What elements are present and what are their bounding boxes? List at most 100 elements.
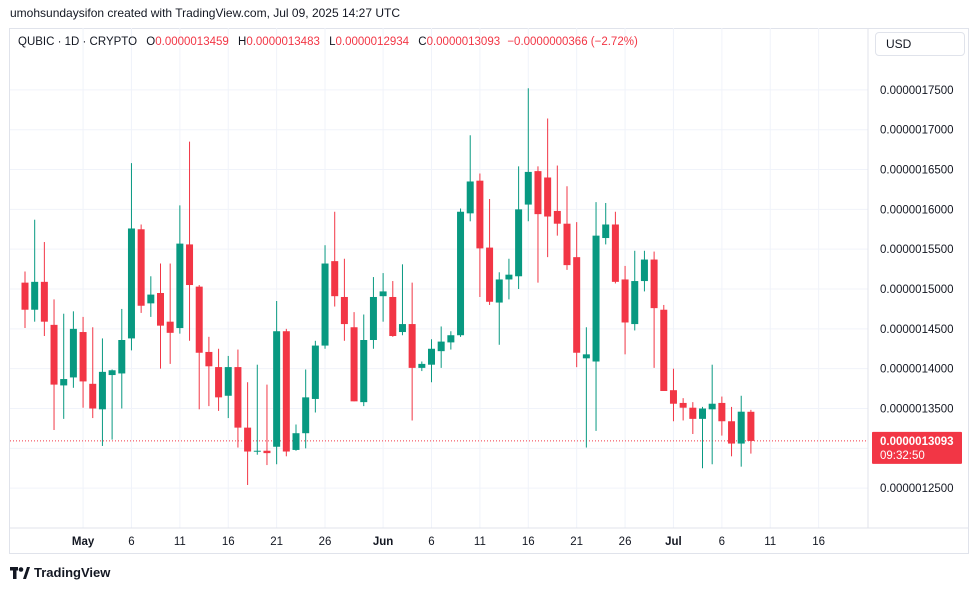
candle-body: [108, 370, 116, 376]
candle-body: [215, 367, 223, 398]
legend-close-value: 0.0000013093: [426, 36, 501, 48]
candle-up: [253, 364, 261, 455]
candle-down: [186, 141, 194, 341]
candle-down: [476, 173, 484, 297]
tradingview-logo-text: TradingView: [34, 565, 111, 580]
candle-up: [321, 245, 329, 349]
legend-open-label: O: [146, 36, 156, 48]
x-tick-label: 11: [174, 536, 186, 548]
candle-body: [466, 181, 474, 214]
candle-body: [515, 209, 523, 277]
candle-body: [234, 367, 242, 428]
candle-up: [466, 135, 474, 222]
candle-down: [89, 327, 97, 419]
candle-up: [631, 250, 639, 331]
x-tick-label: 16: [222, 536, 235, 548]
x-tick-label: 26: [319, 536, 332, 548]
price-tag: 0.0000013093 09:32:50: [872, 431, 962, 464]
candle-down: [263, 384, 271, 466]
candle-body: [457, 211, 465, 336]
candle-body: [582, 354, 590, 359]
candle-up: [147, 276, 155, 317]
legend-high-value: 0.0000013483: [246, 36, 320, 48]
candle-up: [418, 361, 426, 372]
candle-body: [592, 235, 600, 362]
price-tag-price: 0.0000013093: [880, 436, 954, 448]
candle-body: [708, 403, 716, 410]
candle-body: [660, 309, 668, 391]
candle-body: [495, 279, 503, 303]
candle-down: [718, 396, 726, 436]
currency-selector[interactable]: USD: [875, 32, 965, 56]
candle-body: [486, 247, 494, 302]
candle-down: [350, 312, 358, 402]
candle-up: [311, 340, 319, 413]
candle-body: [631, 281, 639, 325]
candle-down: [544, 118, 552, 258]
candle-body: [621, 279, 629, 323]
candle-body: [747, 411, 755, 441]
candle-body: [418, 363, 426, 368]
candle-body: [699, 408, 706, 419]
candle-down: [534, 166, 542, 283]
candle-up: [273, 300, 281, 465]
candle-body: [534, 171, 542, 215]
candle-down: [50, 299, 58, 431]
candle-body: [360, 340, 368, 403]
y-tick-label: 0.0000016000: [880, 204, 954, 216]
candle-body: [273, 331, 281, 447]
chart-credit: umohsundaysifon created with TradingView…: [10, 6, 400, 20]
candle-body: [602, 224, 610, 239]
candle-body: [176, 243, 184, 329]
candle-down: [21, 271, 29, 329]
price-tag-countdown: 09:32:50: [880, 450, 925, 462]
price-tag-bg: [872, 431, 962, 464]
candle-body: [437, 341, 445, 352]
legend-change-value: −0.0000000366 (−2.72%): [507, 36, 638, 48]
candle-down: [40, 242, 48, 337]
candle-down: [573, 222, 581, 368]
candle-down: [215, 348, 223, 411]
candle-body: [98, 371, 106, 410]
x-tick-label: 26: [619, 536, 632, 548]
x-tick-label: 16: [812, 536, 825, 548]
candle-body: [21, 282, 29, 310]
candle-body: [524, 171, 532, 205]
candle-down: [660, 304, 668, 391]
tradingview-logo[interactable]: TradingView: [10, 565, 110, 580]
candle-body: [147, 294, 155, 304]
candle-down: [650, 251, 658, 368]
candle-body: [573, 257, 581, 353]
candle-body: [563, 223, 571, 266]
candle-body: [186, 244, 194, 286]
candle-up: [737, 395, 745, 467]
candle-body: [224, 367, 232, 396]
candle-up: [360, 314, 368, 407]
candle-up: [176, 205, 184, 334]
x-tick-label: 6: [128, 536, 134, 548]
candle-down: [137, 224, 145, 313]
x-tick-label: 6: [719, 536, 725, 548]
candle-body: [398, 324, 406, 333]
candle-body: [282, 331, 290, 452]
y-tick-label: 0.0000013500: [880, 404, 954, 416]
candles: [21, 88, 755, 485]
candle-down: [79, 316, 87, 408]
candle-down: [611, 211, 619, 284]
candle-body: [137, 229, 145, 306]
candle-body: [60, 379, 68, 386]
legend-symbol[interactable]: QUBIC · 1D · CRYPTO: [18, 36, 138, 48]
candle-down: [195, 285, 203, 410]
x-tick-label: Jul: [665, 536, 682, 548]
candle-down: [244, 382, 252, 485]
legend-low-label: L: [329, 36, 336, 48]
candle-body: [679, 402, 687, 408]
candle-down: [282, 328, 290, 457]
candle-body: [505, 274, 513, 280]
candle-down: [389, 281, 397, 337]
candle-down: [166, 263, 174, 364]
candle-body: [389, 296, 397, 337]
legend-close-label: C: [418, 36, 427, 48]
candle-up: [457, 208, 465, 337]
